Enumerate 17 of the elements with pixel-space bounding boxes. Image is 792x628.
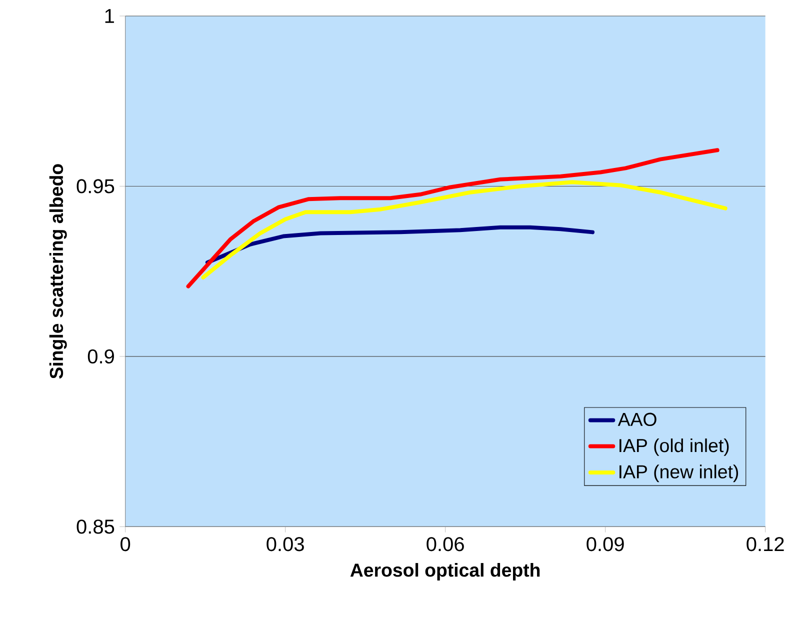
line-series bbox=[201, 180, 728, 280]
y-axis-title: Single scattering albedo bbox=[49, 164, 67, 379]
line-series bbox=[205, 225, 595, 264]
x-axis-title: Aerosol optical depth bbox=[350, 563, 540, 580]
y-tick-label: 1 bbox=[105, 9, 114, 23]
y-tick-label: 0.9 bbox=[88, 349, 114, 364]
x-tick-label: 0 bbox=[120, 537, 130, 552]
legend-label: AAO bbox=[618, 412, 656, 426]
x-tick-label: 0.03 bbox=[266, 537, 304, 552]
x-tick-label: 0.09 bbox=[586, 537, 624, 552]
y-tick-label: 0.95 bbox=[76, 179, 114, 194]
x-tick-label: 0.12 bbox=[746, 537, 784, 552]
y-tick-label: 0.85 bbox=[76, 520, 114, 534]
legend-label: IAP (old inlet) bbox=[620, 438, 729, 456]
x-tick-label: 0.06 bbox=[426, 537, 464, 552]
legend-label: IAP (new inlet) bbox=[620, 464, 738, 482]
line-series bbox=[186, 148, 720, 288]
